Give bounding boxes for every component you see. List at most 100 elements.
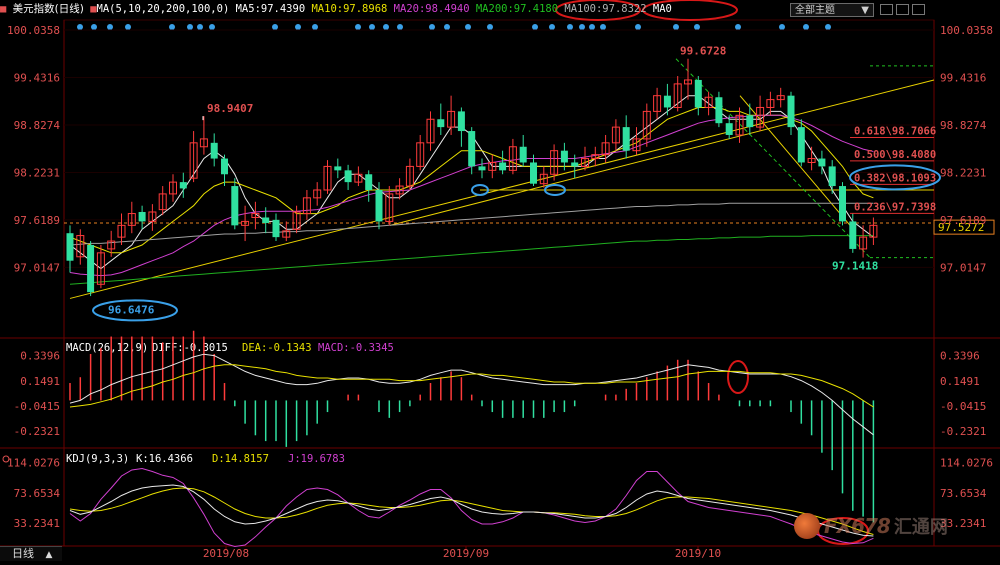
fib-level-label: 0.618\98.7066 xyxy=(854,125,936,137)
event-dot xyxy=(444,24,450,30)
candle-body xyxy=(726,123,733,135)
ma0-value: MA0 xyxy=(653,3,672,15)
macd-tick-label-right: 0.3396 xyxy=(940,350,980,363)
ma-legend-label: MA(5,10,20,200,100,0) xyxy=(97,3,230,15)
fib-level-label: 0.382\98.1093 xyxy=(854,172,936,184)
watermark-cn: 汇通网 xyxy=(894,513,948,539)
candle-body xyxy=(818,159,825,167)
event-dot xyxy=(487,24,493,30)
price-tick-label-right: 97.6189 xyxy=(940,214,986,227)
event-dot xyxy=(397,24,403,30)
price-tick-label-right: 98.2231 xyxy=(940,166,986,179)
kdj-k-label: K:16.4366 xyxy=(136,453,193,465)
price-tick-label-right: 98.8274 xyxy=(940,119,987,132)
event-dot xyxy=(187,24,193,30)
watermark-text: FX678 xyxy=(824,514,890,538)
triangle-up-icon: ▲ xyxy=(46,550,53,560)
candle-body xyxy=(231,186,238,225)
kdj-tick-label-left: 33.2341 xyxy=(14,517,60,530)
period-tab[interactable]: 日线 ▲ xyxy=(0,546,62,561)
fx678-watermark: FX678 汇通网 xyxy=(794,510,994,542)
macd-tick-label-right: 0.1491 xyxy=(940,375,980,388)
candle-body xyxy=(376,190,383,221)
candle-body xyxy=(334,166,341,170)
candle-body xyxy=(715,97,722,123)
event-dot xyxy=(589,24,595,30)
event-dot xyxy=(635,24,641,30)
event-dot xyxy=(383,24,389,30)
price-tick-label-right: 97.0147 xyxy=(940,261,986,274)
event-dot xyxy=(579,24,585,30)
event-dot xyxy=(735,24,741,30)
event-dot xyxy=(429,24,435,30)
price-tick-label-left: 100.0358 xyxy=(7,24,60,37)
event-dot xyxy=(91,24,97,30)
kdj-tick-label-right: 73.6534 xyxy=(940,487,987,500)
date-label: 2019/09 xyxy=(443,547,489,560)
candle-body xyxy=(211,143,218,159)
price-tick-label-left: 97.0147 xyxy=(14,261,60,274)
candle-body xyxy=(839,186,846,221)
candle-body xyxy=(849,221,856,249)
event-dot xyxy=(549,24,555,30)
price-tick-label-left: 98.8274 xyxy=(14,119,61,132)
candle-body xyxy=(345,170,352,182)
event-dot xyxy=(825,24,831,30)
chevron-down-icon: ▼ xyxy=(861,4,869,18)
candle-body xyxy=(623,127,630,151)
macd-tick-label-left: -0.2321 xyxy=(14,425,60,438)
candle-body xyxy=(458,111,465,131)
kdj-j-label: J:19.6783 xyxy=(288,453,345,465)
period-tab-label: 日线 xyxy=(12,547,34,560)
ma100-value: MA100:97.8322 xyxy=(564,3,646,15)
event-dot xyxy=(209,24,215,30)
candle-body xyxy=(479,166,486,170)
candle-body xyxy=(139,212,146,221)
close-button[interactable] xyxy=(912,4,925,15)
candle-body xyxy=(468,131,475,166)
event-dot xyxy=(77,24,83,30)
macd-tick-label-right: -0.2321 xyxy=(940,425,986,438)
macd-tick-label-left: 0.3396 xyxy=(20,350,60,363)
date-label: 2019/08 xyxy=(203,547,249,560)
macd-tick-label-left: 0.1491 xyxy=(20,375,60,388)
event-dot xyxy=(355,24,361,30)
event-dot xyxy=(107,24,113,30)
kdj-tick-label-left: 73.6534 xyxy=(14,487,61,500)
event-dot xyxy=(312,24,318,30)
candle-body xyxy=(221,159,228,175)
candle-body xyxy=(365,174,372,190)
peak-label: 99.6728 xyxy=(680,45,726,58)
price-tick-label-right: 99.4316 xyxy=(940,71,986,84)
fib-level-label: 0.236\97.7398 xyxy=(854,201,936,213)
maximize-button[interactable] xyxy=(896,4,909,15)
event-dot xyxy=(465,24,471,30)
macd-tick-label-right: -0.0415 xyxy=(940,400,986,413)
candle-body xyxy=(499,162,506,170)
event-dot xyxy=(125,24,131,30)
candle-body xyxy=(530,162,537,183)
price-tick-label-left: 98.2231 xyxy=(14,166,60,179)
menu-marker-icon[interactable]: ■ xyxy=(0,3,6,15)
price-tick-label-right: 100.0358 xyxy=(940,24,993,37)
theme-dropdown[interactable]: 全部主题 ▼ xyxy=(790,3,874,17)
fib-level-label: 0.500\98.4080 xyxy=(854,149,936,161)
date-label: 2019/10 xyxy=(675,547,721,560)
restore-button[interactable] xyxy=(880,4,893,15)
header-legend: ■ 美元指数(日线) ■MA(5,10,20,200,100,0) MA5:97… xyxy=(0,2,672,16)
candle-body xyxy=(273,220,280,237)
ma200-value: MA200:97.4180 xyxy=(476,3,558,15)
event-dot xyxy=(803,24,809,30)
ma10-value: MA10:97.8968 xyxy=(311,3,387,15)
candle-body xyxy=(664,96,671,108)
candle-body xyxy=(180,182,187,188)
kdj-tick-label-left: 114.0276 xyxy=(7,456,60,469)
ma5-value: MA5:97.4390 xyxy=(236,3,306,15)
candle-body xyxy=(571,162,578,166)
macd-dea-label: DEA:-0.1343 xyxy=(242,342,312,354)
candle-body xyxy=(87,245,94,292)
kdj-d-label: D:14.8157 xyxy=(212,453,269,465)
